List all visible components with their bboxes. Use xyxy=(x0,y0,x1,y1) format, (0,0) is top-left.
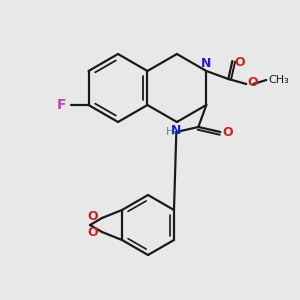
Text: N: N xyxy=(171,124,181,137)
Text: N: N xyxy=(201,57,211,70)
Text: O: O xyxy=(234,56,245,68)
Text: F: F xyxy=(57,98,67,112)
Text: O: O xyxy=(247,76,258,89)
Text: O: O xyxy=(87,226,98,239)
Text: O: O xyxy=(222,125,233,139)
Text: H: H xyxy=(166,127,174,137)
Text: CH₃: CH₃ xyxy=(268,75,289,85)
Text: O: O xyxy=(87,211,98,224)
